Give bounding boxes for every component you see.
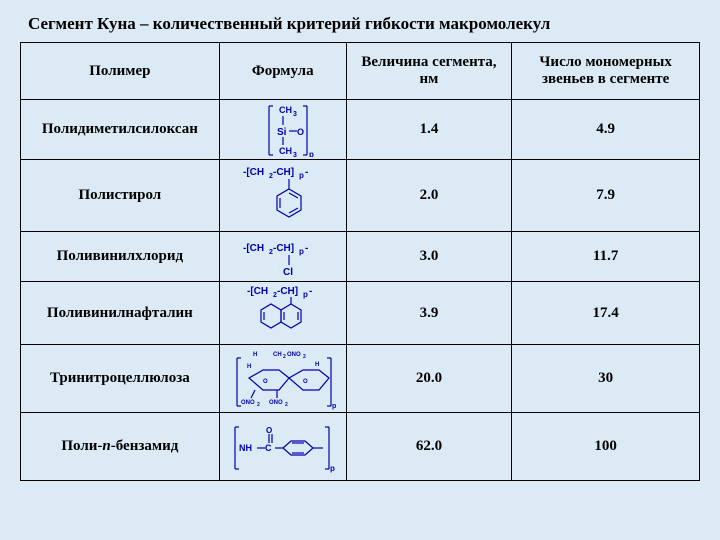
svg-text:O: O (263, 379, 268, 385)
table-row: Поливинилхлорид -[CH2 -CH]p- Cl 3.0 11.7 (21, 232, 700, 282)
page-title: Сегмент Куна – количественный критерий г… (28, 14, 700, 34)
table-row: Тринитроцеллюлоза H CH2ONO2 O O ONO2 ONO… (21, 345, 700, 413)
cell-units: 4.9 (512, 100, 700, 160)
col-polymer: Полимер (21, 43, 220, 100)
svg-text:-CH]: -CH] (273, 243, 294, 254)
cell-segment: 1.4 (346, 100, 512, 160)
svg-text:-[CH: -[CH (247, 286, 268, 297)
cell-formula: CH3 Si O CH3 p (219, 100, 346, 160)
svg-text:-: - (309, 286, 312, 297)
cell-segment: 3.9 (346, 282, 512, 345)
cell-polymer: Тринитроцеллюлоза (21, 345, 220, 413)
svg-text:H: H (247, 364, 251, 370)
svg-text:-[CH: -[CH (243, 243, 264, 254)
cell-formula: H CH2ONO2 O O ONO2 ONO2 HH p (219, 345, 346, 413)
col-segment: Величина сегмента, нм (346, 43, 512, 100)
pba-structure-icon: p NH C O (229, 419, 337, 475)
col-units: Число мономерных звеньев в сегменте (512, 43, 700, 100)
cell-polymer: Поли-n-бензамид (21, 413, 220, 481)
svg-text:O: O (266, 426, 272, 435)
cell-units: 7.9 (512, 160, 700, 232)
svg-text:p: p (299, 247, 304, 256)
svg-text:p: p (303, 290, 308, 299)
svg-text:3: 3 (293, 111, 297, 118)
cell-units: 100 (512, 413, 700, 481)
cell-polymer: Полистирол (21, 160, 220, 232)
svg-text:O: O (297, 127, 304, 137)
svg-text:2: 2 (283, 354, 286, 360)
pdms-structure-icon: CH3 Si O CH3 p (247, 103, 319, 157)
svg-text:p: p (330, 464, 335, 473)
svg-text:ONO: ONO (287, 352, 301, 358)
svg-text:2: 2 (285, 402, 288, 408)
svg-text:p: p (299, 171, 304, 180)
col-formula: Формула (219, 43, 346, 100)
svg-text:3: 3 (293, 152, 297, 157)
svg-text:C: C (265, 443, 272, 453)
svg-text:CH: CH (279, 105, 292, 115)
table-row: Поли-n-бензамид p NH C O (21, 413, 700, 481)
cell-polymer: Поливинилнафталин (21, 282, 220, 345)
cell-units: 30 (512, 345, 700, 413)
polystyrene-structure-icon: -[CH2 -CH]p- (233, 163, 333, 229)
svg-text:p: p (332, 403, 336, 410)
cell-segment: 3.0 (346, 232, 512, 282)
table-row: Полидиметилсилоксан CH3 Si O CH3 p 1.4 4… (21, 100, 700, 160)
svg-text:H: H (315, 362, 319, 368)
svg-text:-CH]: -CH] (273, 167, 294, 178)
cell-polymer: Полидиметилсилоксан (21, 100, 220, 160)
svg-text:-: - (305, 243, 308, 254)
svg-text:-CH]: -CH] (277, 286, 298, 297)
svg-text:Si: Si (277, 127, 287, 138)
cell-formula: -[CH2 -CH]p- Cl (219, 232, 346, 282)
svg-text:2: 2 (303, 354, 306, 360)
cell-segment: 20.0 (346, 345, 512, 413)
nitrocellulose-structure-icon: H CH2ONO2 O O ONO2 ONO2 HH p (229, 348, 337, 410)
table-row: Полистирол -[CH2 -CH]p- 2.0 7.9 (21, 160, 700, 232)
cell-units: 11.7 (512, 232, 700, 282)
cell-segment: 62.0 (346, 413, 512, 481)
svg-text:Cl: Cl (283, 267, 293, 277)
table-header-row: Полимер Формула Величина сегмента, нм Чи… (21, 43, 700, 100)
cell-segment: 2.0 (346, 160, 512, 232)
svg-text:ONO: ONO (241, 400, 255, 406)
table-row: Поливинилнафталин -[CH2 -CH]p- 3.9 17.4 (21, 282, 700, 345)
svg-text:H: H (253, 352, 257, 358)
svg-text:-: - (305, 167, 308, 178)
svg-text:ONO: ONO (269, 400, 283, 406)
svg-text:CH: CH (279, 146, 292, 156)
cell-formula: p NH C O (219, 413, 346, 481)
polymer-table: Полимер Формула Величина сегмента, нм Чи… (20, 42, 700, 481)
svg-text:2: 2 (257, 402, 260, 408)
svg-text:p: p (309, 150, 314, 157)
svg-text:NH: NH (239, 443, 252, 453)
pvc-structure-icon: -[CH2 -CH]p- Cl (233, 237, 333, 277)
svg-text:O: O (303, 379, 308, 385)
pvn-structure-icon: -[CH2 -CH]p- (233, 284, 333, 342)
svg-text:-[CH: -[CH (243, 167, 264, 178)
cell-units: 17.4 (512, 282, 700, 345)
svg-text:CH: CH (273, 352, 282, 358)
cell-polymer: Поливинилхлорид (21, 232, 220, 282)
cell-formula: -[CH2 -CH]p- (219, 160, 346, 232)
cell-formula: -[CH2 -CH]p- (219, 282, 346, 345)
